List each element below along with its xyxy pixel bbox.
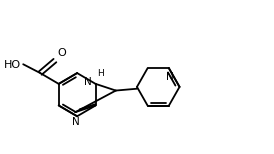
Text: N: N [84, 77, 92, 87]
Text: N: N [72, 117, 80, 127]
Text: HO: HO [4, 60, 21, 70]
Text: O: O [57, 48, 66, 58]
Text: N: N [166, 72, 174, 82]
Text: H: H [98, 69, 104, 78]
